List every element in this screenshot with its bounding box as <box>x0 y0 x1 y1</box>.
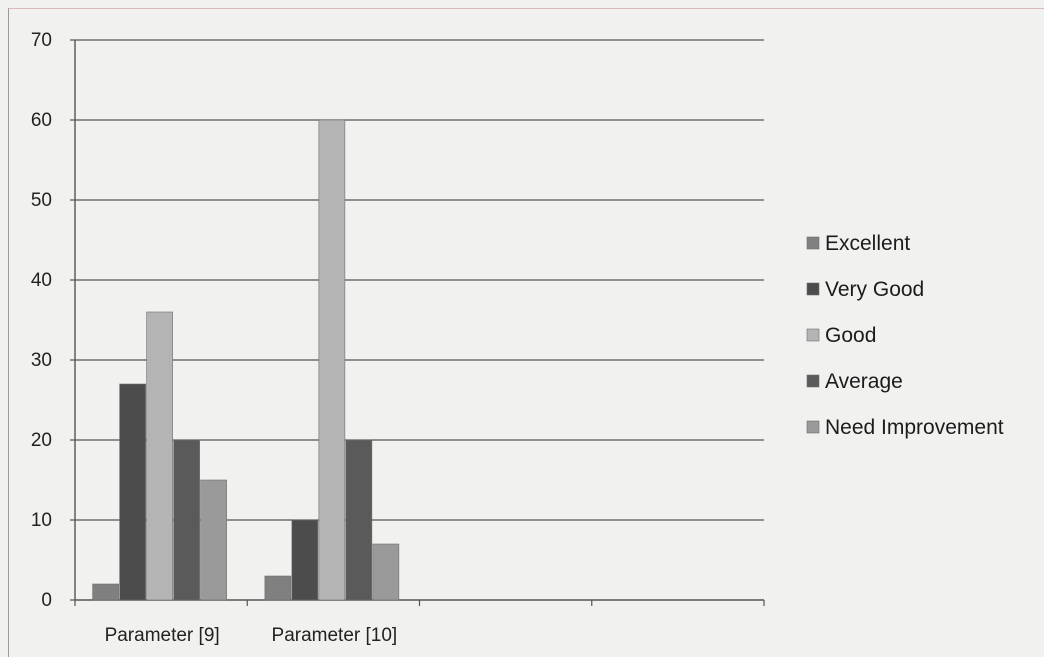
bar <box>173 439 200 601</box>
x-tick-label: Parameter [10] <box>272 625 398 646</box>
bar <box>291 519 319 601</box>
chart-frame <box>8 8 1044 657</box>
legend-swatch <box>806 236 820 250</box>
y-tick-label: 40 <box>31 270 52 291</box>
legend-label: Excellent <box>825 232 910 255</box>
y-tick-label: 0 <box>41 590 52 611</box>
legend-label: Very Good <box>825 278 924 301</box>
y-tick-label: 30 <box>31 350 52 371</box>
legend-label: Need Improvement <box>825 416 1004 439</box>
y-tick-label: 20 <box>31 430 52 451</box>
legend-swatch <box>806 328 820 342</box>
bar <box>372 543 400 601</box>
y-tick-label: 70 <box>31 30 52 51</box>
bar <box>92 583 119 601</box>
bar <box>318 119 346 601</box>
legend-swatch <box>806 374 820 388</box>
legend-label: Average <box>825 370 903 393</box>
x-tick-label: Parameter [9] <box>105 625 220 646</box>
bar <box>146 311 173 601</box>
legend-swatch <box>806 420 820 434</box>
bar <box>264 575 292 601</box>
bar <box>200 479 227 601</box>
y-tick-label: 10 <box>31 510 52 531</box>
bar <box>119 383 146 601</box>
y-tick-label: 50 <box>31 190 52 211</box>
y-tick-label: 60 <box>31 110 52 131</box>
bar <box>345 439 373 601</box>
legend-swatch <box>806 282 820 296</box>
legend-label: Good <box>825 324 876 347</box>
